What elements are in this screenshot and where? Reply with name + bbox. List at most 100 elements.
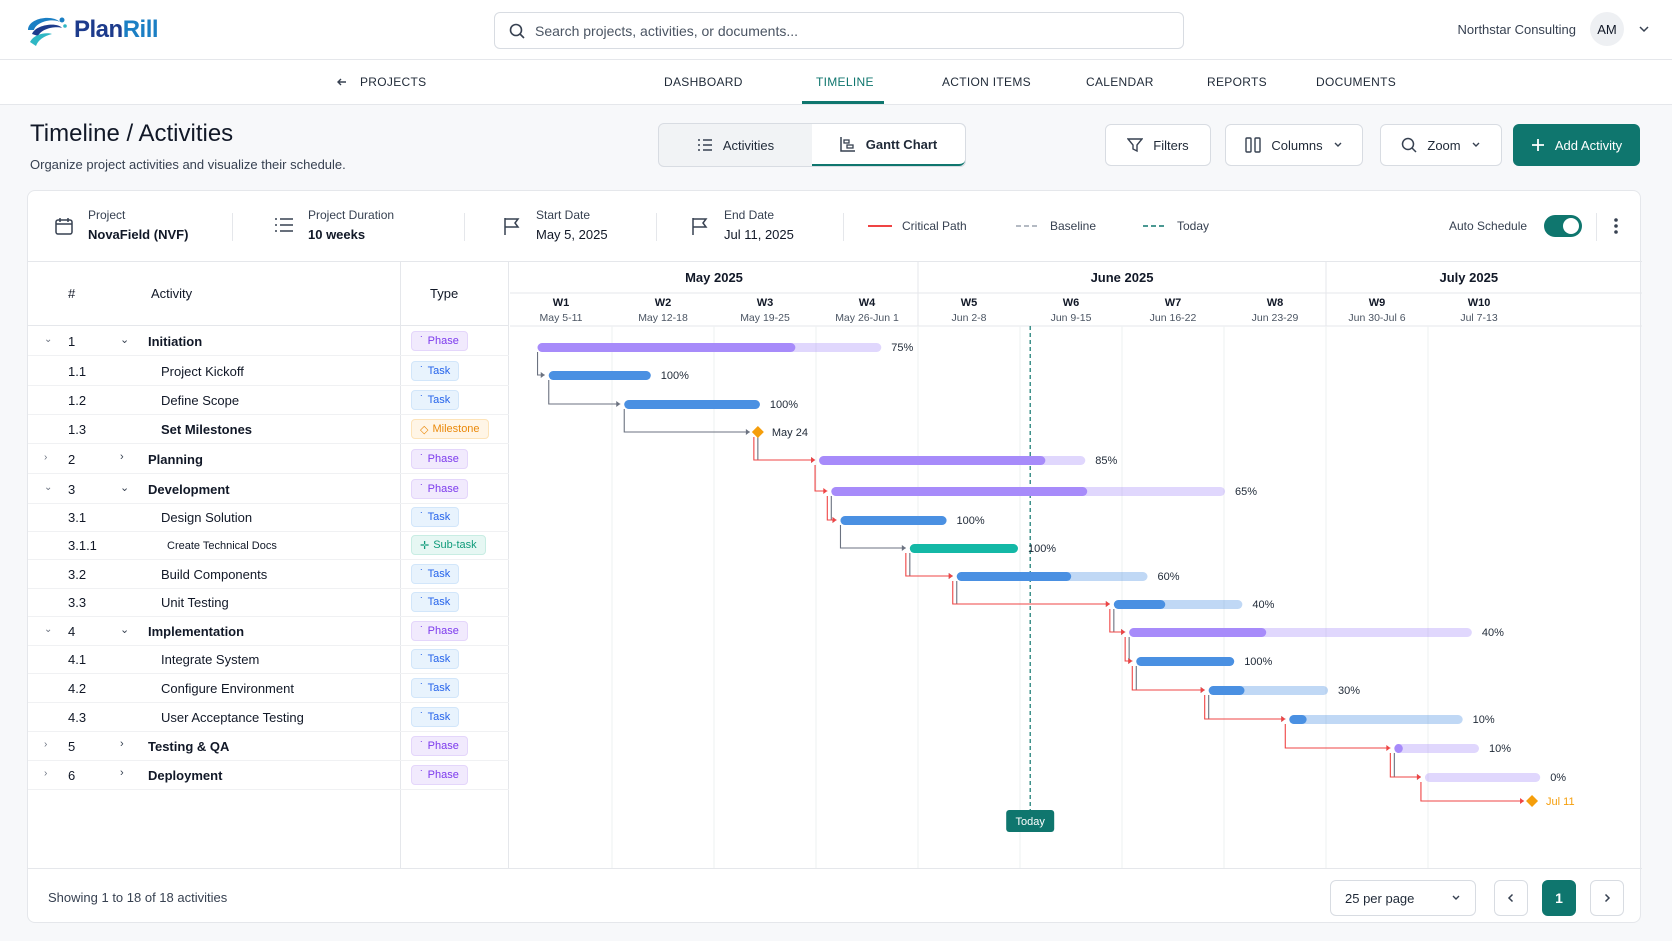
- view-gantt-button[interactable]: Gantt Chart: [812, 124, 965, 166]
- gantt-chart: May 2025 June 2025 July 2025 W1 May 5-11 W2 Ma…: [510, 262, 1642, 868]
- table-row[interactable]: ⌄ ⌄ 1 Initiation ˙ Phase: [28, 326, 509, 356]
- table-row[interactable]: 1.2 Define Scope ˙ Task: [28, 385, 509, 415]
- view-activities-button[interactable]: Activities: [659, 124, 812, 166]
- expand-icon[interactable]: ›: [44, 768, 48, 779]
- col-header-type[interactable]: Type: [430, 286, 459, 301]
- chevron-right-icon[interactable]: ›: [120, 738, 124, 750]
- auto-schedule-label: Auto Schedule: [1449, 219, 1527, 233]
- table-row[interactable]: 1.3 Set Milestones ◇ Milestone: [28, 414, 509, 444]
- type-badge-label: Task: [427, 653, 451, 665]
- per-page-select[interactable]: 25 per page: [1330, 880, 1476, 916]
- type-badge-icon: ✛: [420, 539, 430, 552]
- account-menu[interactable]: Northstar Consulting AM: [1458, 12, 1651, 46]
- flag-icon: [504, 218, 520, 235]
- table-row[interactable]: › › 2 Planning ˙ Phase: [28, 444, 509, 474]
- bar-progress-label: 100%: [1028, 543, 1056, 555]
- table-row[interactable]: › › 6 Deployment ˙ Phase: [28, 760, 509, 790]
- table-row[interactable]: ⌄ ⌄ 4 Implementation ˙ Phase: [28, 616, 509, 646]
- expand-icon[interactable]: ›: [44, 452, 48, 463]
- activity-name[interactable]: Build Components: [161, 567, 268, 582]
- type-badge-icon: ˙: [420, 596, 424, 608]
- zoom-button[interactable]: Zoom: [1380, 124, 1502, 166]
- type-badge: ˙ Task: [411, 678, 460, 698]
- tab-action-items[interactable]: ACTION ITEMS: [942, 75, 1031, 89]
- avatar[interactable]: AM: [1590, 12, 1624, 46]
- collapse-icon[interactable]: ⌄: [44, 482, 53, 493]
- bar-progress-label: 75%: [891, 342, 913, 354]
- row-number: 6: [68, 768, 76, 783]
- filters-button[interactable]: Filters: [1105, 124, 1211, 166]
- bar-track: [1289, 715, 1463, 724]
- table-row[interactable]: 4.2 Configure Environment ˙ Task: [28, 673, 509, 703]
- prev-page-button[interactable]: [1494, 880, 1528, 916]
- week-dates: Jul 7-13: [1460, 312, 1498, 324]
- collapse-icon[interactable]: ⌄: [44, 624, 53, 635]
- table-row[interactable]: 4.3 User Acceptance Testing ˙ Task: [28, 702, 509, 732]
- critical-path-link: [814, 465, 828, 492]
- table-row[interactable]: 1.1 Project Kickoff ˙ Task: [28, 356, 509, 386]
- table-row[interactable]: › › 5 Testing & QA ˙ Phase: [28, 731, 509, 761]
- chevron-down-icon[interactable]: ⌄: [120, 334, 130, 346]
- activity-name[interactable]: Create Technical Docs: [167, 540, 277, 552]
- table-row[interactable]: 3.1.1 Create Technical Docs ✛ Sub-task: [28, 530, 509, 560]
- today-marker-label: Today: [1016, 816, 1046, 828]
- type-badge-icon: ˙: [420, 682, 424, 694]
- columns-button[interactable]: Columns: [1225, 124, 1363, 166]
- flag-icon: [692, 218, 708, 235]
- row-number: 3.1: [68, 510, 87, 525]
- type-badge-icon: ˙: [420, 511, 424, 523]
- activity-name[interactable]: User Acceptance Testing: [161, 710, 304, 725]
- table-row[interactable]: 4.1 Integrate System ˙ Task: [28, 644, 509, 674]
- expand-icon[interactable]: ›: [44, 739, 48, 750]
- activity-name[interactable]: Unit Testing: [161, 595, 229, 610]
- search-box[interactable]: [494, 12, 1184, 49]
- divider: [656, 213, 657, 241]
- chevron-down-icon[interactable]: ⌄: [120, 624, 130, 636]
- app-logo[interactable]: PlanRill: [22, 12, 159, 48]
- week-label: W6: [1063, 297, 1080, 309]
- activity-name[interactable]: Testing & QA: [148, 739, 230, 754]
- chevron-down-icon[interactable]: [1638, 23, 1650, 35]
- auto-schedule-toggle[interactable]: [1544, 215, 1582, 237]
- activity-name[interactable]: Configure Environment: [161, 681, 294, 696]
- page-button-current[interactable]: 1: [1542, 880, 1576, 916]
- activity-name[interactable]: Design Solution: [161, 510, 253, 525]
- back-to-projects[interactable]: PROJECTS: [336, 75, 426, 89]
- activity-name[interactable]: Integrate System: [161, 652, 260, 667]
- type-badge-icon: ˙: [420, 483, 424, 495]
- collapse-icon[interactable]: ⌄: [44, 334, 53, 345]
- table-row[interactable]: 3.1 Design Solution ˙ Task: [28, 502, 509, 532]
- dependency-link: [1393, 753, 1421, 778]
- view-activities-label: Activities: [722, 137, 775, 153]
- column-divider: [400, 262, 401, 868]
- tab-documents[interactable]: DOCUMENTS: [1316, 75, 1397, 89]
- table-row[interactable]: 3.3 Unit Testing ˙ Task: [28, 587, 509, 617]
- col-header-activity[interactable]: Activity: [151, 286, 193, 301]
- tab-timeline[interactable]: TIMELINE: [816, 75, 874, 89]
- activity-name[interactable]: Development: [148, 482, 230, 497]
- search-input[interactable]: [535, 22, 1135, 39]
- activity-name[interactable]: Implementation: [148, 624, 245, 639]
- table-row[interactable]: 3.2 Build Components ˙ Task: [28, 559, 509, 589]
- today-marker: [1006, 810, 1055, 832]
- activity-name[interactable]: Project Kickoff: [161, 364, 244, 379]
- activity-name[interactable]: Set Milestones: [161, 422, 253, 437]
- divider: [1596, 213, 1597, 241]
- chevron-down-icon[interactable]: ⌄: [120, 482, 130, 494]
- activity-name[interactable]: Initiation: [148, 334, 203, 349]
- tab-dashboard[interactable]: DASHBOARD: [664, 75, 743, 89]
- activity-name[interactable]: Planning: [148, 452, 203, 467]
- table-row[interactable]: ⌄ ⌄ 3 Development ˙ Phase: [28, 474, 509, 504]
- type-badge-label: Phase: [427, 335, 459, 347]
- add-activity-button[interactable]: Add Activity: [1513, 124, 1640, 166]
- zoom-icon: [1402, 137, 1417, 153]
- next-page-button[interactable]: [1590, 880, 1624, 916]
- dependency-link: [623, 409, 750, 433]
- chevron-right-icon[interactable]: ›: [120, 767, 124, 779]
- activity-name[interactable]: Deployment: [148, 768, 223, 783]
- more-options-icon[interactable]: [1613, 217, 1619, 235]
- activity-name[interactable]: Define Scope: [161, 393, 240, 408]
- tab-reports[interactable]: REPORTS: [1207, 75, 1267, 89]
- chevron-right-icon[interactable]: ›: [120, 451, 124, 463]
- tab-calendar[interactable]: CALENDAR: [1086, 75, 1154, 89]
